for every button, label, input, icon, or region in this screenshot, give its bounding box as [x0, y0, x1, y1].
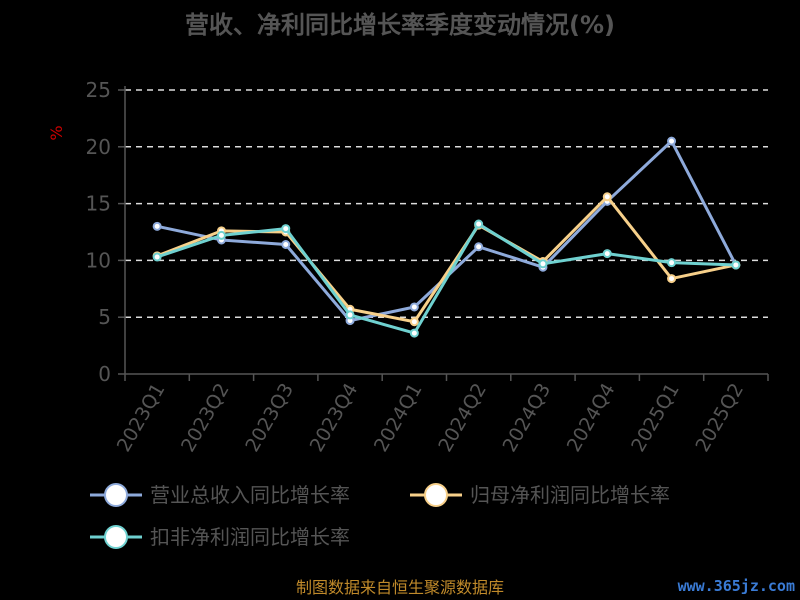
y-tick-label: 10 [86, 248, 111, 272]
y-tick-label: 25 [86, 78, 111, 102]
x-tick-label: 2023Q3 [241, 380, 298, 456]
legend-label: 扣非净利润同比增长率 [150, 525, 350, 549]
data-point [474, 242, 484, 252]
legend-item-1: 归母净利润同比增长率 [410, 483, 670, 507]
data-point [152, 221, 162, 231]
data-point [409, 328, 419, 338]
x-tick-label: 2024Q1 [370, 380, 427, 456]
y-tick-label: 20 [86, 135, 111, 159]
data-point [667, 136, 677, 146]
x-tick-label: 2024Q4 [563, 380, 620, 456]
y-axis-label: % [47, 125, 66, 140]
x-axis-ticks: 2023Q1 2023Q2 2023Q3 2023Q4 2024Q1 2024Q2 2024… [113, 374, 769, 456]
data-point [474, 219, 484, 229]
x-tick-label: 2024Q2 [434, 380, 491, 456]
legend-label: 营业总收入同比增长率 [150, 483, 350, 507]
data-point [602, 249, 612, 259]
series-2 [152, 219, 741, 338]
data-point [409, 317, 419, 327]
y-tick-label: 5 [98, 305, 111, 329]
x-tick-label: 2023Q2 [177, 380, 234, 456]
data-point [667, 258, 677, 268]
x-tick-label: 2023Q4 [306, 380, 363, 456]
y-tick-label: 0 [98, 362, 111, 386]
watermark-text: www.365jz.com [678, 577, 795, 595]
data-point [281, 224, 291, 234]
chart-title: 营收、净利同比增长率季度变动情况(%) [185, 11, 615, 39]
data-point [281, 239, 291, 249]
x-tick-label: 2023Q1 [113, 380, 170, 456]
data-point [345, 310, 355, 320]
data-point [538, 259, 548, 269]
legend-label: 归母净利润同比增长率 [470, 483, 670, 507]
data-point [409, 302, 419, 312]
legend-item-0: 营业总收入同比增长率 [90, 483, 350, 507]
source-text: 制图数据来自恒生聚源数据库 [296, 578, 504, 597]
data-point [602, 192, 612, 202]
data-point [152, 252, 162, 262]
legend-item-2: 扣非净利润同比增长率 [90, 525, 350, 549]
legend-marker [104, 483, 128, 507]
data-point [731, 260, 741, 270]
series-line [155, 222, 738, 335]
grid-lines [125, 89, 768, 318]
series-lines [152, 136, 741, 338]
y-axis-ticks: 0 5 10 15 20 25 [86, 78, 125, 386]
legend-marker [104, 525, 128, 549]
x-tick-label: 2025Q1 [627, 380, 684, 456]
data-point [667, 274, 677, 284]
x-tick-label: 2024Q3 [499, 380, 556, 456]
x-tick-label: 2025Q2 [691, 380, 748, 456]
data-point [216, 230, 226, 240]
legend-marker [424, 483, 448, 507]
y-tick-label: 15 [86, 192, 111, 216]
